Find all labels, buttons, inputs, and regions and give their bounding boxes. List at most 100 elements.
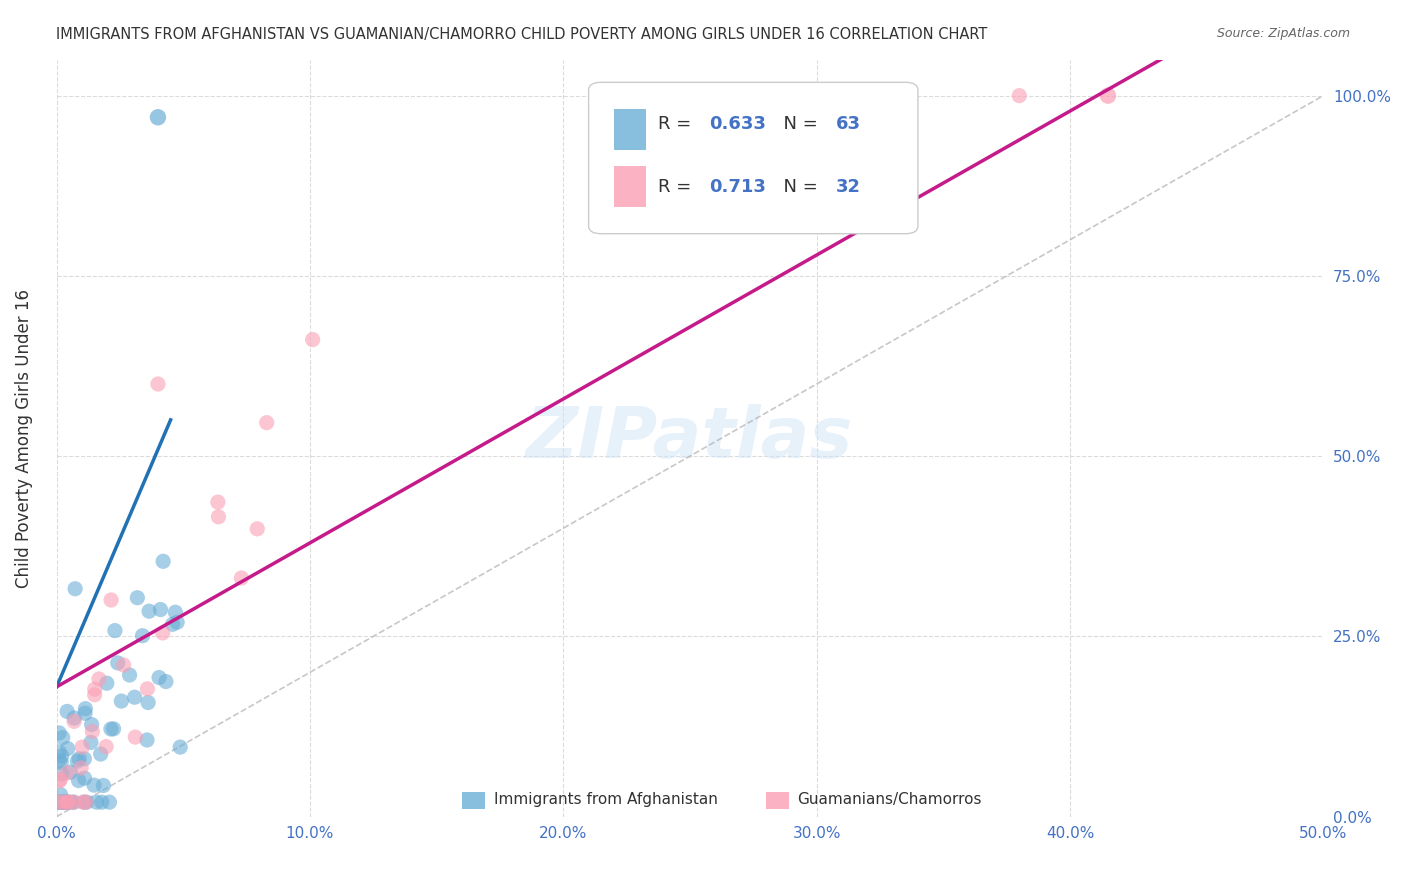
Guamanians/Chamorros	[94, 739, 117, 754]
Immigrants from Afghanistan	[52, 795, 75, 809]
Immigrants from Afghanistan	[63, 711, 86, 725]
Immigrants from Afghanistan	[73, 771, 96, 785]
Guamanians/Chamorros	[48, 774, 70, 789]
Guamanians/Chamorros	[83, 688, 105, 702]
Text: 0.633: 0.633	[709, 115, 766, 133]
Text: N =: N =	[772, 115, 824, 133]
Immigrants from Afghanistan	[136, 696, 159, 710]
Bar	[614, 166, 645, 207]
Point	[146, 110, 169, 124]
Immigrants from Afghanistan	[103, 722, 125, 736]
Immigrants from Afghanistan	[56, 741, 79, 756]
Immigrants from Afghanistan	[67, 773, 90, 788]
Immigrants from Afghanistan	[56, 795, 79, 809]
Immigrants from Afghanistan	[73, 752, 96, 766]
Immigrants from Afghanistan	[63, 582, 86, 596]
Guamanians/Chamorros	[75, 795, 97, 809]
Immigrants from Afghanistan	[73, 795, 96, 809]
Text: 63: 63	[835, 115, 860, 133]
Text: N =: N =	[772, 178, 824, 195]
Immigrants from Afghanistan	[80, 735, 103, 749]
Immigrants from Afghanistan	[118, 668, 141, 682]
Immigrants from Afghanistan	[67, 752, 90, 766]
Guamanians/Chamorros	[207, 495, 229, 509]
Immigrants from Afghanistan	[110, 694, 132, 708]
Immigrants from Afghanistan	[62, 795, 84, 809]
Immigrants from Afghanistan	[131, 629, 153, 643]
Guamanians/Chamorros	[82, 724, 104, 739]
Immigrants from Afghanistan	[90, 747, 112, 761]
Immigrants from Afghanistan	[107, 656, 129, 670]
Text: Guamanians/Chamorros: Guamanians/Chamorros	[797, 792, 983, 807]
Guamanians/Chamorros	[63, 795, 86, 809]
Immigrants from Afghanistan	[127, 591, 149, 605]
Guamanians/Chamorros	[301, 333, 323, 347]
Immigrants from Afghanistan	[124, 690, 146, 705]
Text: R =: R =	[658, 115, 697, 133]
Immigrants from Afghanistan	[80, 717, 103, 731]
Immigrants from Afghanistan	[162, 617, 184, 632]
Guamanians/Chamorros	[83, 682, 105, 697]
Immigrants from Afghanistan	[59, 795, 82, 809]
Immigrants from Afghanistan	[48, 795, 70, 809]
Guamanians/Chamorros	[246, 522, 269, 536]
Bar	[463, 792, 485, 809]
Text: IMMIGRANTS FROM AFGHANISTAN VS GUAMANIAN/CHAMORRO CHILD POVERTY AMONG GIRLS UNDE: IMMIGRANTS FROM AFGHANISTAN VS GUAMANIAN…	[56, 27, 987, 42]
Immigrants from Afghanistan	[149, 602, 172, 616]
Immigrants from Afghanistan	[51, 756, 73, 770]
Immigrants from Afghanistan	[83, 778, 105, 792]
Guamanians/Chamorros	[58, 795, 80, 809]
Guamanians/Chamorros	[136, 681, 159, 696]
Immigrants from Afghanistan	[93, 779, 115, 793]
Immigrants from Afghanistan	[76, 795, 98, 809]
Guamanians/Chamorros	[56, 795, 79, 809]
Immigrants from Afghanistan	[49, 788, 72, 802]
Immigrants from Afghanistan	[48, 726, 70, 740]
Text: Immigrants from Afghanistan: Immigrants from Afghanistan	[494, 792, 717, 807]
Immigrants from Afghanistan	[56, 795, 79, 809]
Immigrants from Afghanistan	[48, 745, 70, 759]
Immigrants from Afghanistan	[52, 795, 75, 809]
Guamanians/Chamorros	[51, 795, 73, 809]
Text: ZIPatlas: ZIPatlas	[526, 403, 853, 473]
Guamanians/Chamorros	[146, 377, 169, 392]
Text: 32: 32	[835, 178, 860, 195]
Guamanians/Chamorros	[100, 593, 122, 607]
Immigrants from Afghanistan	[166, 615, 188, 630]
Guamanians/Chamorros	[256, 416, 278, 430]
Guamanians/Chamorros	[87, 672, 110, 686]
Immigrants from Afghanistan	[100, 722, 122, 736]
Immigrants from Afghanistan	[48, 754, 70, 768]
Y-axis label: Child Poverty Among Girls Under 16: Child Poverty Among Girls Under 16	[15, 289, 32, 588]
Immigrants from Afghanistan	[56, 705, 79, 719]
Guamanians/Chamorros	[112, 658, 135, 673]
Guamanians/Chamorros	[56, 795, 79, 809]
Point	[1097, 88, 1119, 103]
Immigrants from Afghanistan	[169, 740, 191, 755]
Immigrants from Afghanistan	[75, 701, 97, 715]
Guamanians/Chamorros	[63, 714, 86, 729]
Text: 0.713: 0.713	[709, 178, 766, 195]
Immigrants from Afghanistan	[155, 674, 177, 689]
Immigrants from Afghanistan	[148, 671, 170, 685]
Text: R =: R =	[658, 178, 697, 195]
Guamanians/Chamorros	[72, 795, 94, 809]
Immigrants from Afghanistan	[138, 604, 160, 618]
FancyBboxPatch shape	[589, 82, 918, 234]
Immigrants from Afghanistan	[55, 795, 77, 809]
Immigrants from Afghanistan	[52, 795, 75, 809]
Bar	[766, 792, 789, 809]
Guamanians/Chamorros	[152, 626, 174, 640]
Guamanians/Chamorros	[70, 740, 93, 755]
Guamanians/Chamorros	[1008, 88, 1031, 103]
Text: Source: ZipAtlas.com: Source: ZipAtlas.com	[1216, 27, 1350, 40]
Immigrants from Afghanistan	[136, 733, 159, 747]
Guamanians/Chamorros	[70, 761, 93, 775]
Immigrants from Afghanistan	[86, 795, 108, 809]
Guamanians/Chamorros	[231, 571, 253, 585]
Guamanians/Chamorros	[124, 730, 146, 744]
Immigrants from Afghanistan	[165, 605, 187, 619]
Immigrants from Afghanistan	[152, 554, 174, 568]
Immigrants from Afghanistan	[96, 676, 118, 690]
Immigrants from Afghanistan	[104, 624, 127, 638]
